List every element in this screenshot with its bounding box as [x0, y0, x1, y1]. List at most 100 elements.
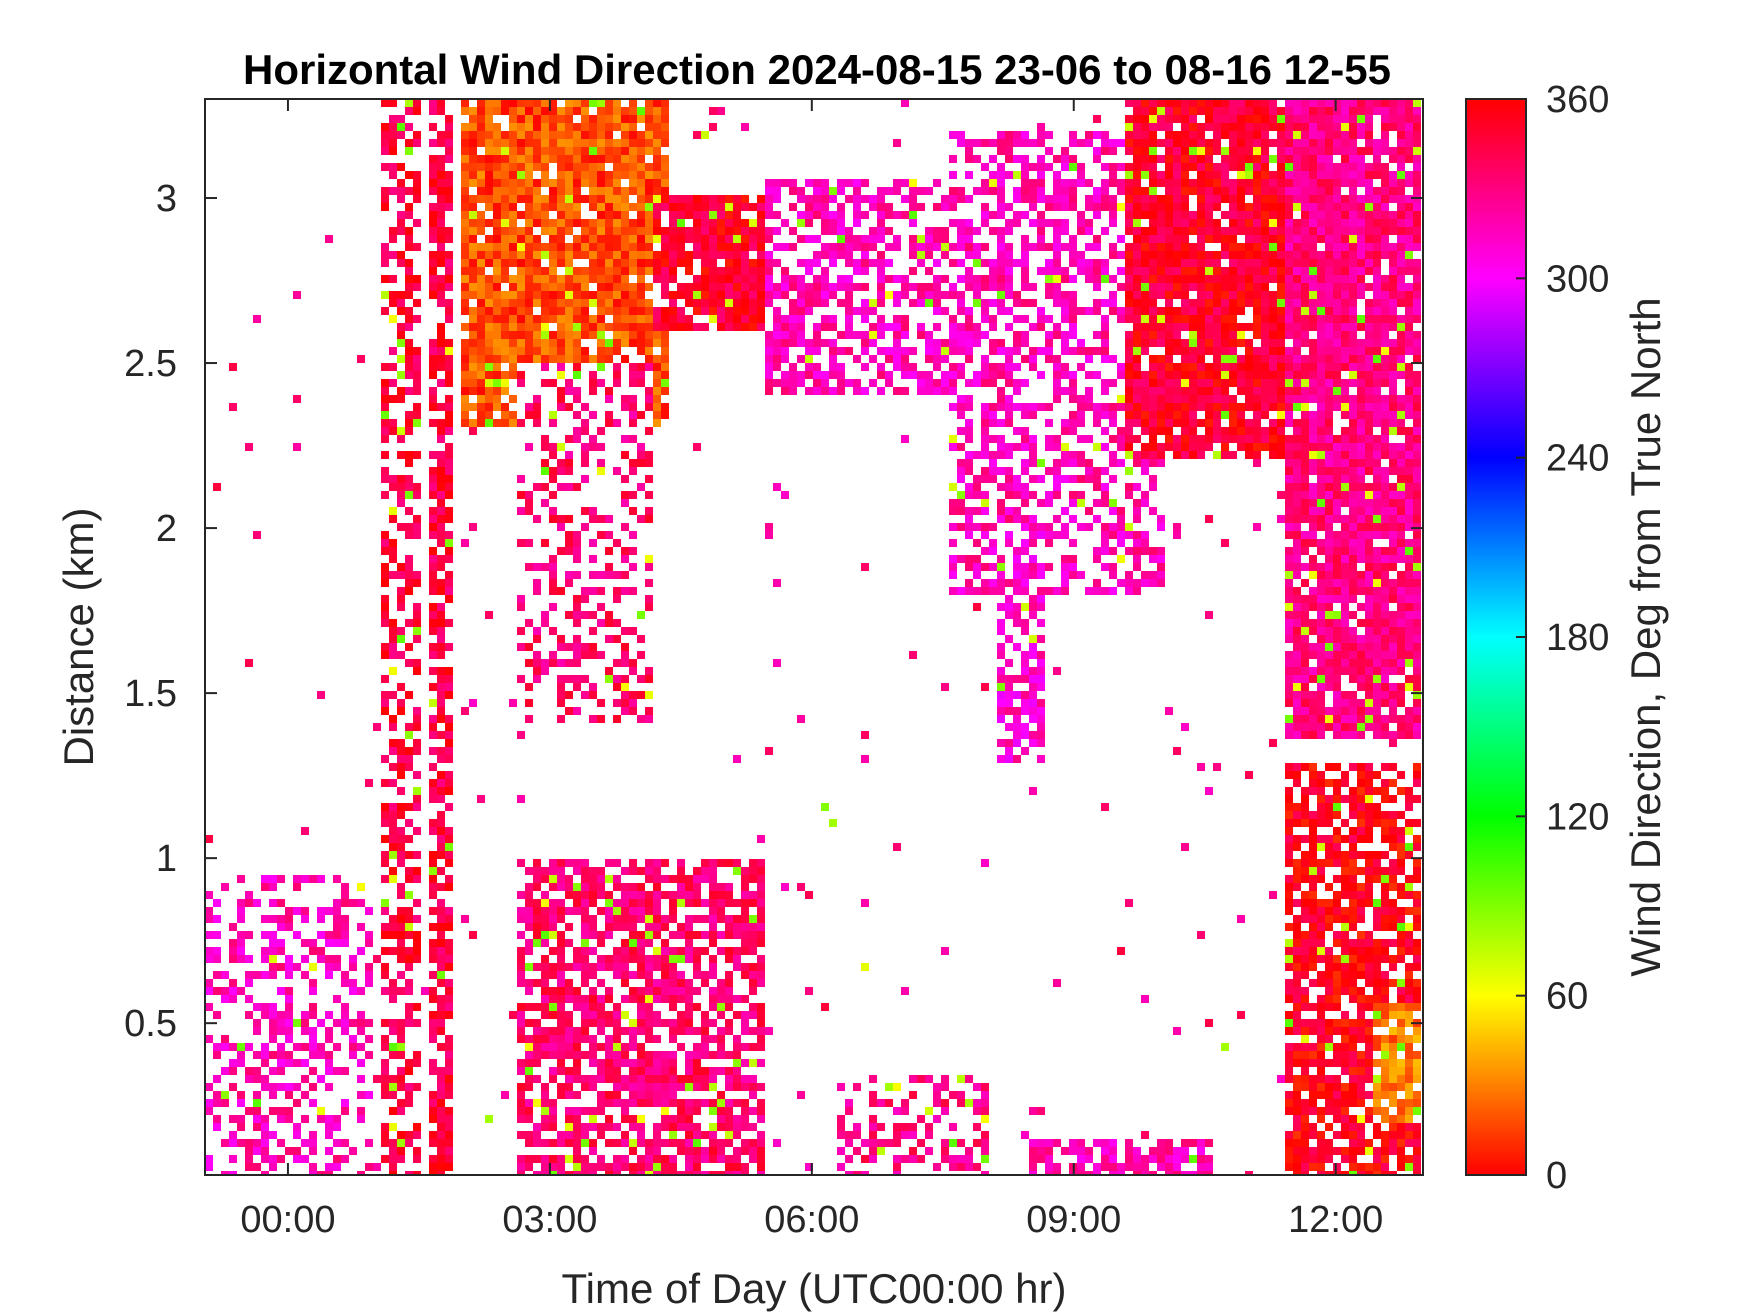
heatmap-cell [949, 371, 957, 379]
heatmap-cell [549, 555, 557, 563]
heatmap-cell [269, 955, 277, 963]
heatmap-cell [605, 899, 613, 907]
heatmap-cell [941, 1099, 949, 1107]
heatmap-cell [821, 227, 829, 235]
heatmap-cell [989, 371, 997, 379]
heatmap-cell [461, 363, 469, 371]
heatmap-cell [445, 459, 453, 467]
heatmap-cell [437, 619, 445, 627]
heatmap-cell [1013, 331, 1021, 339]
heatmap-cell [565, 611, 573, 619]
heatmap-cell [581, 907, 589, 915]
heatmap-cell [573, 243, 581, 251]
heatmap-cell [525, 227, 533, 235]
heatmap-cell [637, 379, 645, 387]
heatmap-cell [517, 963, 525, 971]
heatmap-cell [605, 179, 613, 187]
heatmap-cell [701, 203, 709, 211]
heatmap-cell [581, 115, 589, 123]
heatmap-cell [549, 1123, 557, 1131]
heatmap-cell [429, 571, 437, 579]
heatmap-cell [429, 451, 437, 459]
heatmap-cell [253, 1027, 261, 1035]
heatmap-cell [549, 947, 557, 955]
heatmap-cell [269, 939, 277, 947]
heatmap-cell [749, 891, 757, 899]
heatmap-cell [501, 171, 509, 179]
heatmap-cell [437, 827, 445, 835]
heatmap-cell [1085, 395, 1093, 403]
heatmap-cell [389, 419, 397, 427]
heatmap-cell [1069, 1139, 1077, 1147]
heatmap-cell [693, 891, 701, 899]
heatmap-cell [645, 1019, 653, 1027]
heatmap-cell [445, 131, 453, 139]
heatmap-cell [261, 971, 269, 979]
heatmap-cell [693, 1147, 701, 1155]
heatmap-cell [997, 259, 1005, 267]
heatmap-cell [1005, 403, 1013, 411]
heatmap-cell [1149, 379, 1157, 387]
heatmap-cell [717, 1123, 725, 1131]
heatmap-cell [517, 915, 525, 923]
heatmap-cell [325, 1147, 333, 1155]
heatmap-cell [1021, 571, 1029, 579]
heatmap-cell [1133, 355, 1141, 363]
heatmap-cell [413, 1051, 421, 1059]
heatmap-cell [437, 427, 445, 435]
heatmap-cell [541, 363, 549, 371]
heatmap-cell [581, 523, 589, 531]
heatmap-cell [709, 1075, 717, 1083]
heatmap-cell [1037, 563, 1045, 571]
heatmap-cell [541, 267, 549, 275]
heatmap-cell [581, 331, 589, 339]
heatmap-cell [493, 339, 501, 347]
heatmap-cell [333, 1019, 341, 1027]
heatmap-cell [261, 915, 269, 923]
heatmap-cell [397, 123, 405, 131]
heatmap-cell [757, 1027, 765, 1035]
heatmap-cell [445, 787, 453, 795]
heatmap-cell [437, 507, 445, 515]
heatmap-cell [677, 283, 685, 291]
heatmap-cell [549, 451, 557, 459]
heatmap-cell [1101, 499, 1109, 507]
heatmap-cell [437, 555, 445, 563]
heatmap-cell [973, 507, 981, 515]
heatmap-cell [733, 1147, 741, 1155]
heatmap-cell [957, 507, 965, 515]
heatmap-cell [965, 1155, 973, 1163]
heatmap-cell [933, 259, 941, 267]
heatmap-cell [285, 1027, 293, 1035]
heatmap-cell [1157, 427, 1165, 435]
heatmap-cell [429, 219, 437, 227]
heatmap-cell [645, 915, 653, 923]
heatmap-cell [413, 1083, 421, 1091]
heatmap-cell [517, 419, 525, 427]
heatmap-cell [333, 1043, 341, 1051]
heatmap-cell [933, 243, 941, 251]
heatmap-cell [1085, 259, 1093, 267]
heatmap-cell [837, 347, 845, 355]
heatmap-cell [661, 179, 669, 187]
heatmap-cell [517, 1027, 525, 1035]
heatmap-cell [485, 363, 493, 371]
heatmap-cell [733, 947, 741, 955]
heatmap-cell [1165, 155, 1173, 163]
heatmap-cell [1149, 147, 1157, 155]
heatmap-cell [389, 619, 397, 627]
heatmap-cell [1037, 1155, 1045, 1163]
heatmap-cell [741, 219, 749, 227]
heatmap-cell [757, 1163, 765, 1171]
heatmap-cell [1125, 347, 1133, 355]
heatmap-cell [829, 347, 837, 355]
heatmap-cell [573, 955, 581, 963]
heatmap-cell [437, 915, 445, 923]
heatmap-cell [557, 387, 565, 395]
heatmap-cell [749, 1003, 757, 1011]
heatmap-cell [1109, 459, 1117, 467]
heatmap-cell [981, 507, 989, 515]
heatmap-cell [493, 331, 501, 339]
heatmap-cell [709, 1035, 717, 1043]
heatmap-cell [717, 1091, 725, 1099]
